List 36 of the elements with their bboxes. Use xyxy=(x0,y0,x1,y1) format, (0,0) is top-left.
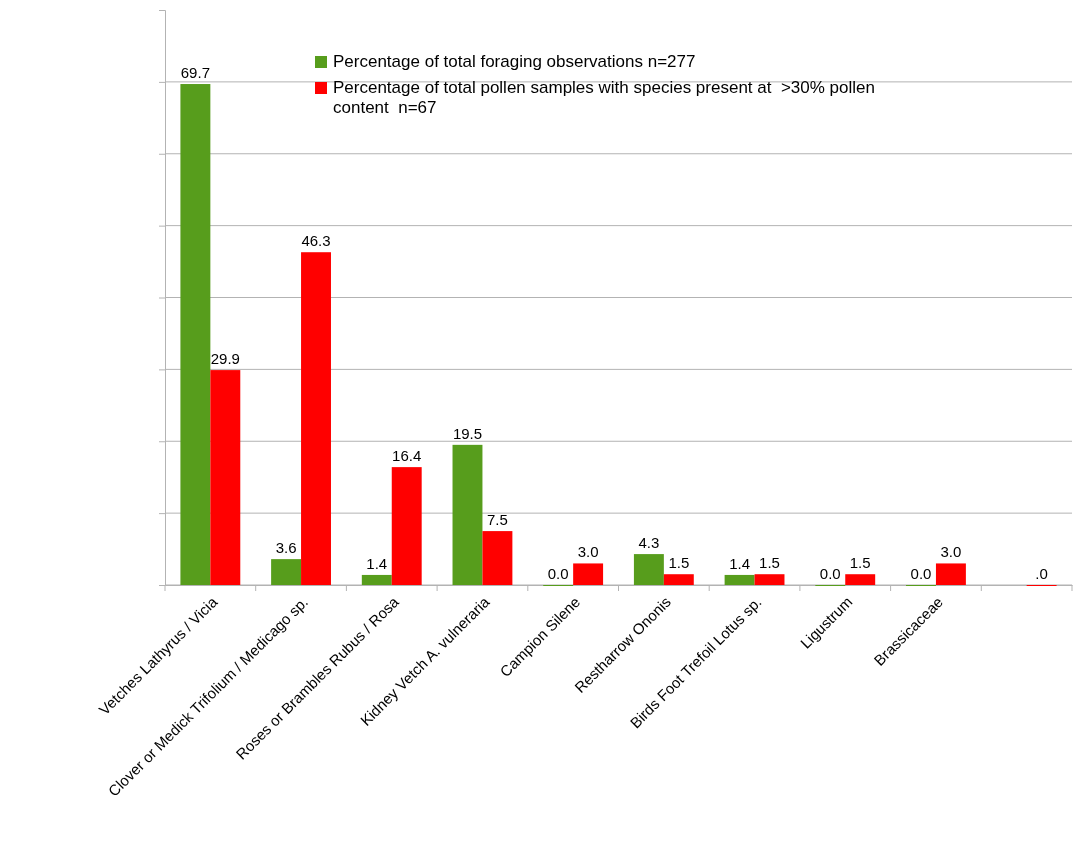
bar xyxy=(452,444,483,585)
bar xyxy=(180,84,211,585)
bar xyxy=(361,574,392,585)
data-label: 0.0 xyxy=(910,565,932,582)
data-label: 46.3 xyxy=(301,232,331,250)
data-label: 3.0 xyxy=(940,543,962,561)
data-label: 1.5 xyxy=(759,554,780,572)
bar xyxy=(482,531,513,585)
legend-label: Percentage of total pollen samples with species present at >30% pollen content n=67 xyxy=(333,78,875,117)
data-label: 0.0 xyxy=(547,565,569,582)
bar xyxy=(573,563,604,585)
bar xyxy=(845,574,876,585)
bar xyxy=(935,563,966,585)
legend-label: Percentage of total foraging observations n=277 xyxy=(333,52,696,71)
bar xyxy=(754,574,785,585)
data-label: 1.4 xyxy=(729,554,751,572)
data-label: 1.5 xyxy=(668,554,690,572)
data-label: 4.3 xyxy=(638,534,660,552)
bar xyxy=(724,574,755,585)
data-label: 29.9 xyxy=(210,350,240,368)
data-label: .0 xyxy=(1035,565,1048,582)
data-label: 3.0 xyxy=(577,543,599,561)
bar xyxy=(271,559,302,585)
bar xyxy=(391,467,422,585)
data-label: 69.7 xyxy=(180,64,210,82)
data-label: 7.5 xyxy=(486,511,508,529)
data-label: 16.4 xyxy=(392,447,422,465)
data-label: 1.4 xyxy=(366,554,388,572)
data-label: 3.6 xyxy=(275,539,297,557)
bar xyxy=(663,574,694,585)
data-label: 1.5 xyxy=(849,554,871,572)
bar xyxy=(301,252,331,585)
bar xyxy=(633,554,664,585)
data-label: 19.5 xyxy=(452,424,483,442)
data-label: 0.0 xyxy=(819,565,841,582)
bar xyxy=(210,370,241,585)
